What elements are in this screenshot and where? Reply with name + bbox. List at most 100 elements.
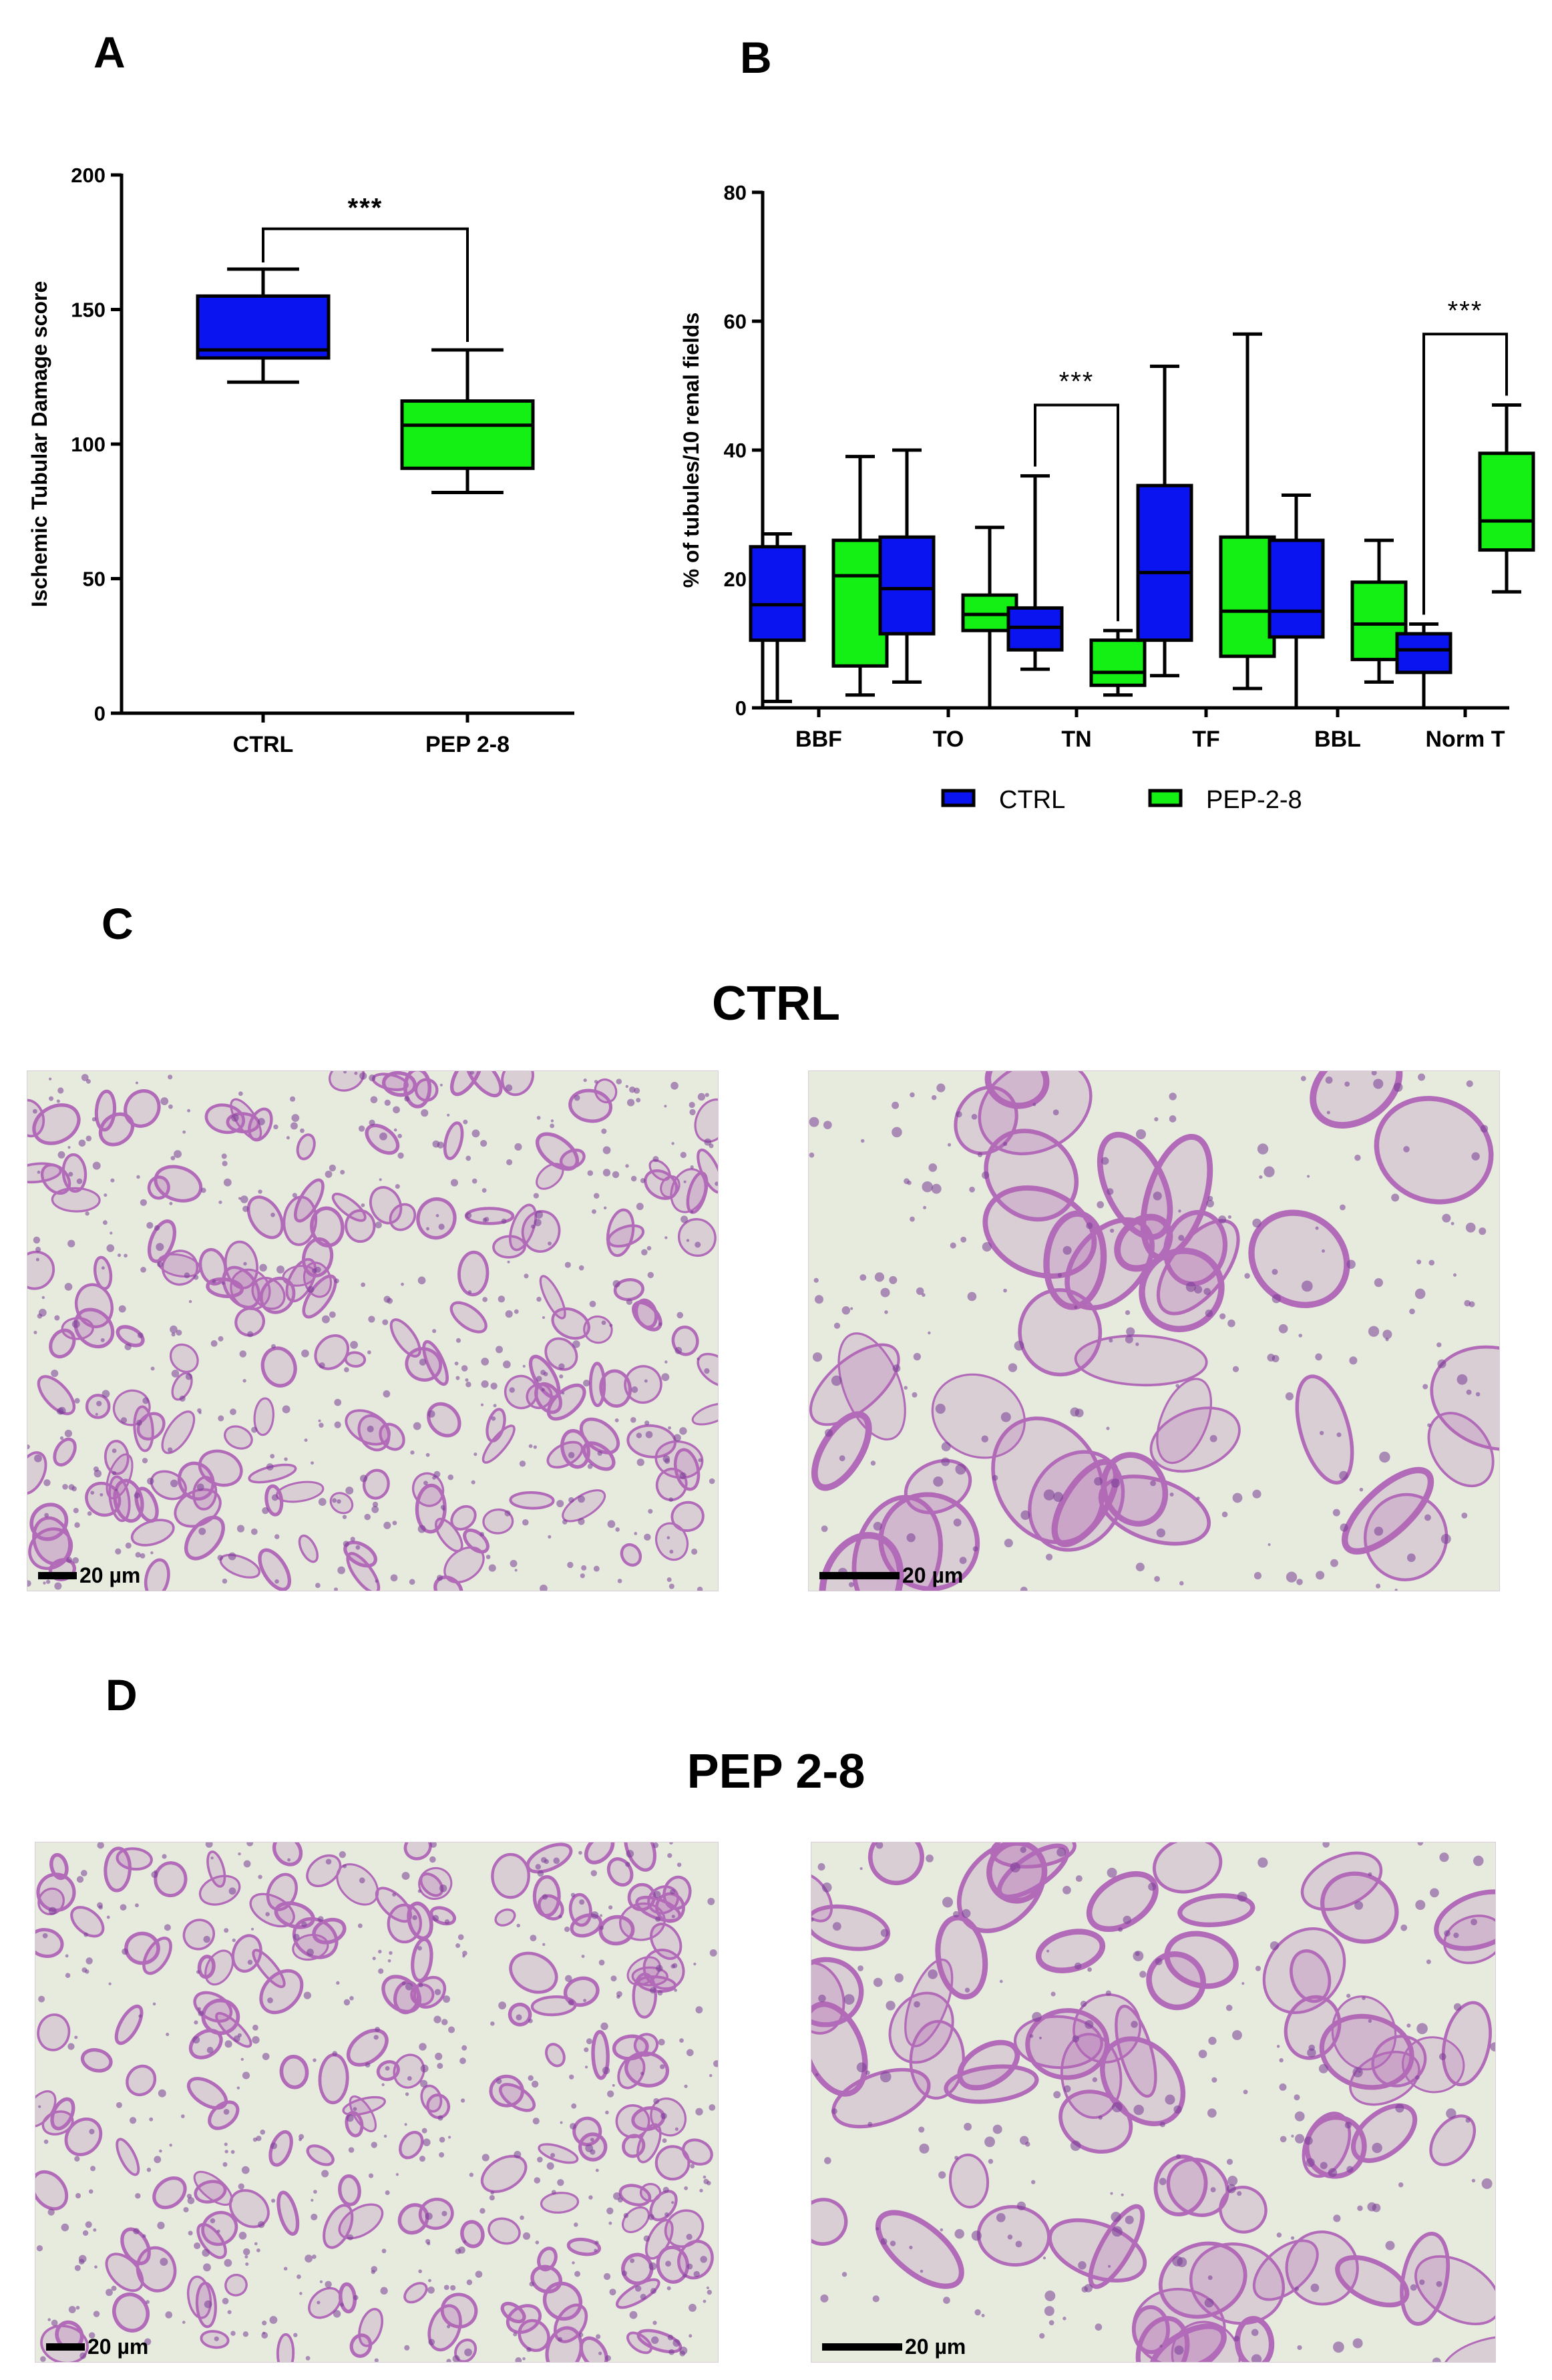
significance-label: *** [348,194,383,223]
nucleus-dot [224,2040,232,2048]
nucleus-dot [941,1457,950,1466]
x-tick-label: TF [1192,727,1220,752]
nucleus-dot [674,1346,683,1354]
tubule-shape [231,1934,262,1973]
nucleus-dot [65,1954,69,1958]
tubule-shape [427,1402,461,1438]
nucleus-dot [668,1497,674,1502]
nucleus-dot [223,2109,230,2115]
nucleus-dot [252,2137,258,2142]
nucleus-dot [284,1457,288,1461]
nucleus-dot [1111,2226,1123,2237]
nucleus-dot [636,1432,642,1438]
nucleus-dot [602,1146,611,1155]
nucleus-dot [397,1152,404,1159]
nucleus-dot [35,1257,39,1261]
nucleus-dot [462,1951,467,1956]
nucleus-dot [1406,1553,1416,1563]
nucleus-dot [1086,1222,1093,1229]
nucleus-dot [1008,1363,1018,1372]
tubule-shape [37,1375,76,1416]
nucleus-dot [1294,2111,1305,2122]
nucleus-dot [673,1434,681,1442]
nucleus-dot [550,2152,556,2158]
scale-bar: 20 µm [46,2335,148,2359]
box-CTRL-TF [1136,365,1193,678]
nucleus-dot [349,1996,354,2001]
nucleus-dot [206,2046,214,2053]
nucleus-dot [100,1493,104,1497]
nucleus-dot [303,1991,311,1999]
tubule-shape [621,2252,654,2285]
nucleus-dot [439,2152,445,2158]
box-PEP-2-8-TF [1219,332,1276,690]
nucleus-dot [981,1435,989,1443]
tubule-shape [427,2304,462,2352]
nucleus-dot [565,1975,572,1983]
nucleus-dot [1125,1335,1133,1344]
tubule-shape [389,1203,417,1231]
nucleus-dot [404,2345,410,2351]
nucleus-dot [261,2332,268,2339]
micrograph-pep-low-mag: 20 µm [35,1842,719,2363]
nucleus-dot [1169,1093,1177,1101]
tubule-shape [528,1354,561,1399]
nucleus-dot [910,1216,915,1222]
nucleus-dot [1444,1930,1450,1937]
nucleus-dot [118,1305,126,1313]
nucleus-dot [569,2074,574,2079]
nucleus-dot [222,2162,228,2167]
nucleus-dot [286,1136,290,1140]
nucleus-dot [574,2222,578,2227]
nucleus-dot [1159,2122,1166,2128]
nucleus-dot [709,1478,715,1484]
nucleus-dot [1154,1117,1159,1122]
nucleus-dot [230,2331,236,2336]
nucleus-dot [570,2123,576,2130]
nucleus-dot [321,1315,330,1324]
nucleus-dot [1085,2020,1094,2029]
nucleus-dot [872,2295,880,2303]
tubule-shape [697,1352,718,1388]
nucleus-dot [680,1151,687,1159]
nucleus-dot [687,2263,693,2270]
nucleus-dot [616,1995,620,1999]
nucleus-dot [856,2062,867,2073]
nucleus-dot [390,1574,398,1582]
nucleus-dot [1332,2341,1344,2353]
nucleus-dot [695,2108,703,2116]
tubule-shape [53,1437,77,1467]
nucleus-dot [136,1175,140,1179]
nucleus-dot [425,2212,433,2220]
nucleus-dot [76,1876,84,1883]
nucleus-dot [1208,2036,1217,2045]
nucleus-dot [224,1928,229,1933]
nucleus-dot [818,1994,826,2003]
nucleus-dot [584,2047,589,2053]
nucleus-dot [300,1128,305,1133]
tubule-shape [32,1516,71,1565]
nucleus-dot [992,2124,1002,2134]
nucleus-dot [194,2242,201,2250]
nucleus-dot [393,1106,400,1114]
nucleus-dot [108,1982,112,1985]
nucleus-dot [439,2136,445,2143]
panel-letter-b: B [740,33,772,82]
tubule-shape [443,1546,485,1584]
nucleus-dot [533,1445,537,1449]
nucleus-dot [228,1552,236,1561]
nucleus-dot [51,1370,59,1378]
nucleus-dot [1330,1559,1338,1567]
nucleus-dot [1315,1353,1322,1361]
nucleus-dot [439,1884,447,1893]
nucleus-dot [831,2108,837,2114]
nucleus-dot [311,1461,314,1465]
nucleus-dot [452,2355,460,2362]
nucleus-dot [606,2207,614,2214]
nucleus-dot [92,1161,101,1170]
tubule-shape [450,1505,477,1531]
box-iqr [1268,538,1325,639]
nucleus-dot [150,1366,155,1371]
nucleus-dot [940,2228,944,2232]
nucleus-dot [339,2303,344,2307]
